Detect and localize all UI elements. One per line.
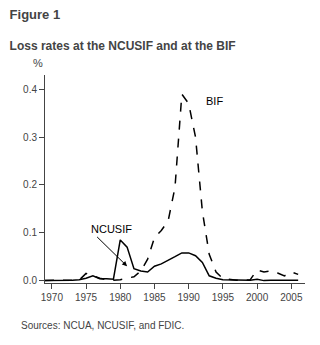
svg-text:2005: 2005 — [280, 292, 303, 303]
svg-text:0.0: 0.0 — [23, 275, 37, 286]
svg-text:1995: 1995 — [212, 292, 235, 303]
svg-text:1970: 1970 — [41, 292, 64, 303]
svg-text:1980: 1980 — [109, 292, 132, 303]
svg-text:Figure 1: Figure 1 — [10, 7, 61, 22]
svg-text:1975: 1975 — [75, 292, 98, 303]
svg-text:0.1: 0.1 — [23, 227, 37, 238]
svg-text:0.2: 0.2 — [23, 179, 37, 190]
svg-text:0.3: 0.3 — [23, 132, 37, 143]
svg-text:0.4: 0.4 — [23, 84, 37, 95]
svg-text:Loss rates at the NCUSIF and a: Loss rates at the NCUSIF and at the BIF — [10, 39, 236, 53]
svg-text:2000: 2000 — [246, 292, 269, 303]
svg-text:BIF: BIF — [206, 95, 223, 107]
svg-text:%: % — [33, 57, 43, 69]
svg-text:NCUSIF: NCUSIF — [91, 223, 132, 235]
svg-text:1990: 1990 — [178, 292, 201, 303]
svg-text:1985: 1985 — [143, 292, 166, 303]
svg-text:Sources: NCUA, NCUSIF, and FDI: Sources: NCUA, NCUSIF, and FDIC. — [21, 320, 184, 331]
